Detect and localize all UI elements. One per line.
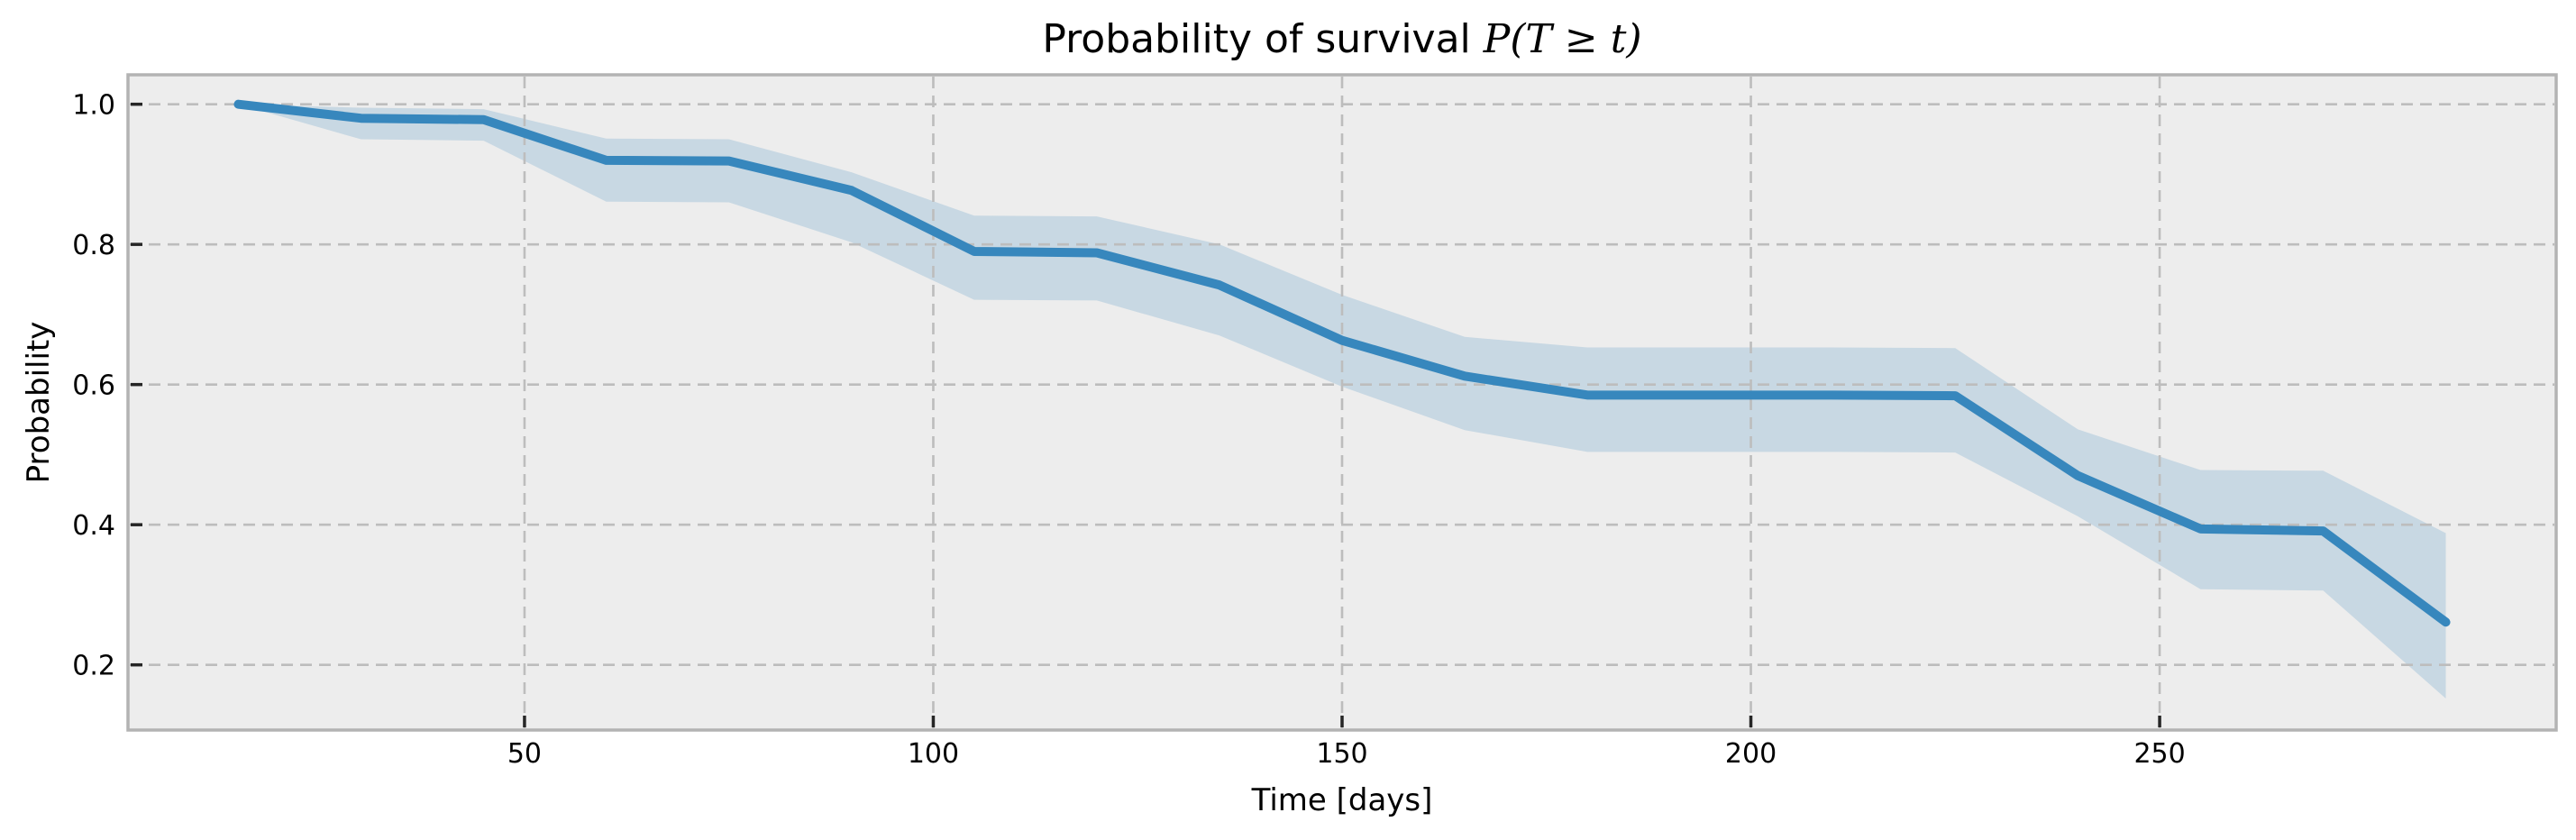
tick-marks — [131, 102, 2161, 727]
x-tick-label: 200 — [1725, 738, 1777, 770]
x-tick-label: 50 — [507, 738, 542, 770]
confidence-band — [238, 104, 2446, 699]
y-tick-label: 0.6 — [72, 370, 115, 402]
chart-title: Probability of survival P(T ≥ t) — [1042, 16, 1641, 62]
x-tick-labels: 50 100 150 200 250 — [507, 738, 2186, 770]
gridlines — [130, 77, 2554, 728]
y-tick-label: 0.4 — [72, 510, 115, 542]
x-tick-label: 250 — [2133, 738, 2185, 770]
survival-curve-line — [233, 99, 2451, 627]
y-axis-label: Probability — [21, 322, 57, 484]
x-tick-label: 100 — [908, 738, 959, 770]
y-tick-label: 0.2 — [72, 651, 115, 682]
x-axis-label: Time [days] — [1251, 782, 1433, 818]
confidence-band-group — [238, 104, 2446, 699]
chart-title-math: P(T ≥ t) — [1483, 16, 1642, 62]
y-tick-labels: 0.2 0.4 0.6 0.8 1.0 — [72, 90, 115, 682]
y-tick-label: 0.8 — [72, 230, 115, 261]
chart-title-plain: Probability of survival — [1042, 16, 1483, 62]
x-tick-label: 150 — [1316, 738, 1367, 770]
plot-frame — [126, 73, 2558, 732]
y-tick-label: 1.0 — [72, 90, 115, 122]
